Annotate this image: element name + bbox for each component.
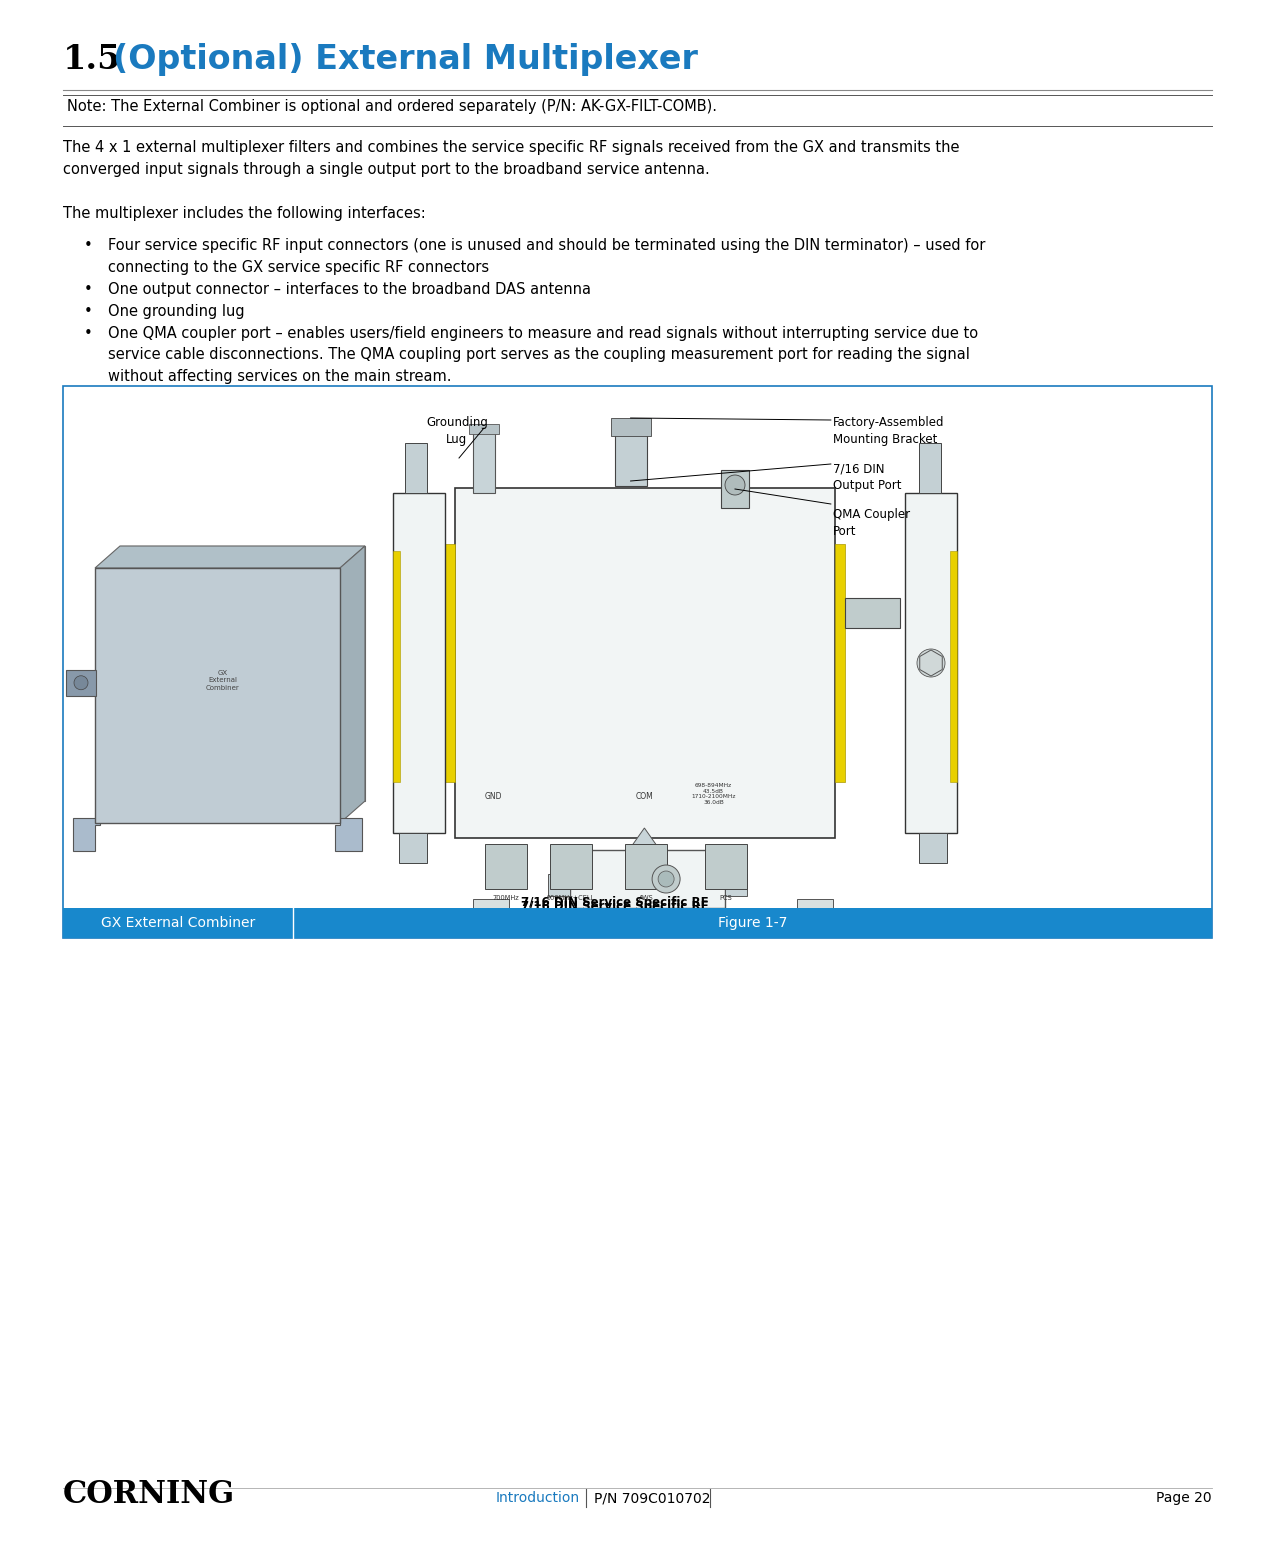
Polygon shape bbox=[629, 828, 660, 850]
Bar bbox=[473, 427, 495, 492]
Bar bbox=[611, 418, 650, 437]
Text: •: • bbox=[84, 282, 92, 297]
Bar bbox=[550, 844, 592, 889]
Polygon shape bbox=[120, 546, 365, 800]
Text: CORNING: CORNING bbox=[62, 1478, 235, 1509]
Text: Four service specific RF input connectors (one is unused and should be terminate: Four service specific RF input connector… bbox=[108, 238, 986, 252]
Text: •: • bbox=[84, 238, 92, 252]
Text: 698-894MHz
43.5dB
1710-2100MHz
36.0dB: 698-894MHz 43.5dB 1710-2100MHz 36.0dB bbox=[691, 783, 736, 805]
Bar bbox=[62, 909, 1213, 938]
Bar bbox=[484, 844, 527, 889]
Text: GX External Combiner: GX External Combiner bbox=[101, 916, 255, 930]
Bar bbox=[405, 443, 427, 492]
Text: One grounding lug: One grounding lug bbox=[108, 303, 245, 319]
Bar bbox=[581, 909, 601, 923]
Polygon shape bbox=[96, 546, 365, 568]
Text: AWS: AWS bbox=[639, 895, 653, 901]
Text: 7/16 DIN Service Specific RF
Input Ports: 7/16 DIN Service Specific RF Input Ports bbox=[520, 899, 709, 930]
Circle shape bbox=[658, 872, 674, 887]
Bar bbox=[835, 543, 845, 782]
Text: The multiplexer includes the following interfaces:: The multiplexer includes the following i… bbox=[62, 206, 426, 221]
Text: 7/16 DIN
Output Port: 7/16 DIN Output Port bbox=[833, 461, 901, 492]
Text: One QMA coupler port – enables users/field engineers to measure and read signals: One QMA coupler port – enables users/fie… bbox=[108, 327, 978, 341]
Bar bbox=[905, 492, 958, 833]
Text: (Optional) External Multiplexer: (Optional) External Multiplexer bbox=[113, 43, 697, 76]
Text: COM: COM bbox=[636, 791, 654, 800]
Text: 700MHz: 700MHz bbox=[492, 895, 519, 901]
Text: GX
External
Combiner: GX External Combiner bbox=[205, 670, 240, 690]
Text: service cable disconnections. The QMA coupling port serves as the coupling measu: service cable disconnections. The QMA co… bbox=[108, 347, 970, 362]
Circle shape bbox=[917, 649, 945, 676]
Text: without affecting services on the main stream.: without affecting services on the main s… bbox=[108, 368, 451, 384]
Bar bbox=[950, 551, 958, 782]
Bar bbox=[473, 899, 509, 927]
Text: One output connector – interfaces to the broadband DAS antenna: One output connector – interfaces to the… bbox=[108, 282, 592, 297]
Polygon shape bbox=[340, 546, 365, 824]
Circle shape bbox=[725, 475, 745, 495]
Text: PCS: PCS bbox=[719, 895, 732, 901]
Bar bbox=[570, 850, 725, 909]
Text: Note: The External Combiner is optional and ordered separately (P/N: AK-GX-FILT-: Note: The External Combiner is optional … bbox=[68, 99, 717, 115]
Text: QMA Coupler
Port: QMA Coupler Port bbox=[833, 508, 910, 537]
Text: converged input signals through a single output port to the broadband service an: converged input signals through a single… bbox=[62, 161, 710, 176]
FancyBboxPatch shape bbox=[66, 670, 96, 695]
Text: Figure 1-7: Figure 1-7 bbox=[718, 916, 787, 930]
Bar bbox=[919, 443, 941, 492]
Bar bbox=[96, 568, 340, 824]
Text: 7/16 DIN Service Specific RF
Input Ports: 7/16 DIN Service Specific RF Input Ports bbox=[520, 896, 709, 926]
Bar bbox=[615, 430, 646, 486]
Bar bbox=[393, 492, 445, 833]
Text: 900MHz+CELL: 900MHz+CELL bbox=[547, 895, 595, 901]
Circle shape bbox=[74, 676, 88, 690]
Bar bbox=[705, 844, 747, 889]
Text: P/N 709C010702: P/N 709C010702 bbox=[593, 1491, 710, 1505]
Text: GND: GND bbox=[484, 791, 502, 800]
Bar bbox=[455, 488, 835, 837]
Circle shape bbox=[652, 865, 680, 893]
Bar bbox=[548, 875, 570, 896]
Polygon shape bbox=[73, 817, 99, 851]
Text: Page 20: Page 20 bbox=[1156, 1491, 1213, 1505]
Bar bbox=[845, 598, 900, 628]
Bar bbox=[625, 844, 667, 889]
Bar bbox=[797, 899, 833, 927]
Text: •: • bbox=[84, 303, 92, 319]
Bar bbox=[399, 833, 427, 862]
Bar bbox=[720, 471, 748, 508]
Bar bbox=[919, 833, 947, 862]
Bar bbox=[725, 875, 747, 896]
Text: Factory-Assembled
Mounting Bracket: Factory-Assembled Mounting Bracket bbox=[833, 416, 945, 446]
Bar bbox=[469, 424, 499, 433]
Bar bbox=[393, 551, 400, 782]
Text: Introduction: Introduction bbox=[496, 1491, 580, 1505]
Text: •: • bbox=[84, 327, 92, 341]
Bar bbox=[697, 909, 715, 923]
Text: Grounding
Lug: Grounding Lug bbox=[426, 416, 488, 446]
Text: 1.5: 1.5 bbox=[62, 43, 121, 76]
Bar bbox=[445, 543, 455, 782]
Text: The 4 x 1 external multiplexer filters and combines the service specific RF sign: The 4 x 1 external multiplexer filters a… bbox=[62, 139, 960, 155]
Bar bbox=[62, 385, 1213, 938]
Polygon shape bbox=[335, 817, 362, 851]
Text: connecting to the GX service specific RF connectors: connecting to the GX service specific RF… bbox=[108, 260, 490, 274]
